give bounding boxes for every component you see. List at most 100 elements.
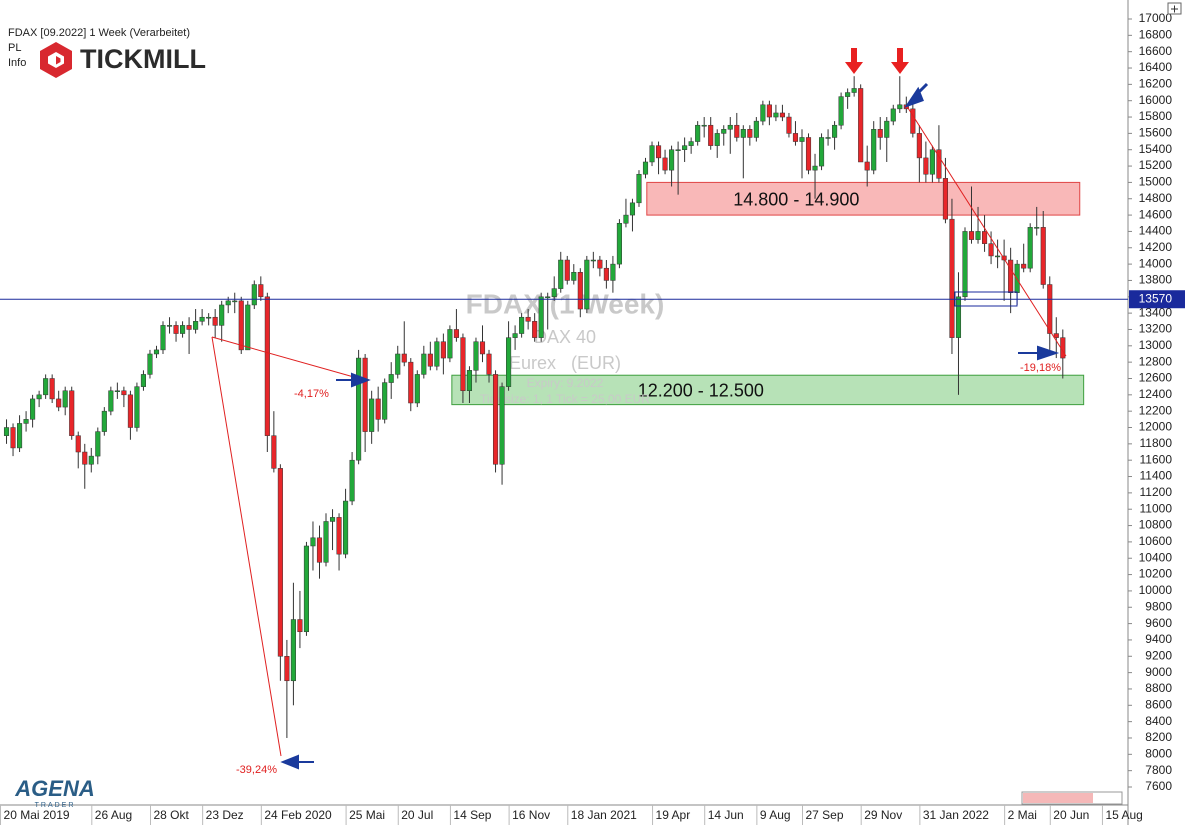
candle-body <box>812 165 818 171</box>
candle-body <box>316 537 323 563</box>
candle-body <box>258 284 264 298</box>
candle-body <box>153 349 160 355</box>
candle-body <box>414 374 420 404</box>
y-tick-label: 12000 <box>1139 420 1173 434</box>
x-tick-label: 14 Sep <box>453 808 491 822</box>
candle-body <box>949 218 955 338</box>
candle-body <box>362 357 368 432</box>
candle-body <box>786 116 792 134</box>
y-tick-label: 16800 <box>1139 28 1173 42</box>
candle-body <box>69 390 75 436</box>
candle-body <box>923 157 929 175</box>
y-tick-label: 12600 <box>1139 371 1173 385</box>
candle-body <box>564 259 570 281</box>
zone <box>646 181 1081 216</box>
candle-body <box>655 145 662 159</box>
y-tick-label: 7600 <box>1145 779 1172 793</box>
candle-body <box>147 353 153 375</box>
y-tick-label: 16400 <box>1139 60 1173 74</box>
candle-body <box>271 435 277 469</box>
candle-body <box>375 398 381 420</box>
y-tick-label: 11200 <box>1140 485 1173 499</box>
candle-body <box>1021 263 1027 269</box>
blue-arrow <box>1018 345 1060 361</box>
y-tick-label: 15000 <box>1139 175 1173 189</box>
candle-body <box>460 337 466 391</box>
candle-body <box>988 243 994 257</box>
candle-body <box>30 398 36 420</box>
y-tick-label: 13400 <box>1139 305 1173 319</box>
x-tick-label: 29 Nov <box>864 808 902 822</box>
candle-body <box>571 272 577 281</box>
watermark-line: Expiry: 9.2022 <box>527 376 604 390</box>
x-tick-label: 14 Jun <box>708 808 744 822</box>
y-tick-label: 10000 <box>1139 583 1173 597</box>
candle-body <box>277 468 283 657</box>
candle-body <box>225 300 231 306</box>
candle-body <box>434 341 440 367</box>
candle-body <box>284 656 290 682</box>
candle-body <box>486 353 492 375</box>
candle-body <box>343 500 349 555</box>
candle-body <box>682 145 688 150</box>
candle-body <box>792 133 799 142</box>
red-arrow <box>891 48 909 74</box>
candle-body <box>936 149 942 179</box>
menu-item[interactable]: Info <box>8 57 26 69</box>
y-tick-label: 9200 <box>1145 648 1172 662</box>
candle-body <box>577 272 583 310</box>
candle-body <box>56 398 62 408</box>
candle-body <box>740 129 746 138</box>
candle-body <box>492 374 499 465</box>
y-tick-label: 8200 <box>1145 730 1172 744</box>
candle-body <box>584 259 590 310</box>
candle-body <box>134 386 140 428</box>
candle-body <box>688 141 694 146</box>
scrollbar-thumb[interactable] <box>1023 793 1093 803</box>
candle-body <box>1008 259 1014 293</box>
candle-body <box>506 337 512 387</box>
candle-body <box>877 129 883 138</box>
candle-body <box>160 325 166 351</box>
candle-body <box>329 517 336 522</box>
annotations: -4,17% -39,24% -19,18% <box>211 48 1067 776</box>
x-tick-label: 19 Apr <box>656 808 691 822</box>
candle-body <box>264 296 270 436</box>
watermark-line: Eurex (EUR) <box>509 353 621 373</box>
candle-body <box>212 316 218 326</box>
footer-brand-sub: TRADER <box>35 802 76 809</box>
candle-body <box>1047 284 1053 334</box>
y-tick-label: 9800 <box>1145 599 1172 613</box>
candle-body <box>929 149 935 175</box>
x-tick-label: 15 Aug <box>1105 808 1142 822</box>
candle-body <box>166 325 173 327</box>
candle-body <box>910 108 916 134</box>
candle-body <box>845 92 851 97</box>
candle-body <box>95 431 101 457</box>
candle-body <box>199 316 205 322</box>
x-tick-label: 26 Aug <box>95 808 132 822</box>
candle-body <box>642 161 649 175</box>
candle-body <box>336 517 342 555</box>
candle-body <box>799 137 805 142</box>
menu-item[interactable]: PL <box>8 42 21 54</box>
y-tick-label: 9600 <box>1145 616 1172 630</box>
tickmill-logo: TICKMILL <box>40 42 206 78</box>
y-tick-label: 10800 <box>1139 518 1173 532</box>
x-tick-label: 28 Okt <box>153 808 189 822</box>
candle-body <box>499 386 505 465</box>
x-tick-label: 20 Mai 2019 <box>4 808 70 822</box>
candle-body <box>466 370 473 391</box>
y-tick-label: 14000 <box>1139 256 1173 270</box>
y-tick-label: 12400 <box>1139 387 1173 401</box>
candle-body <box>629 202 636 216</box>
candle-body <box>962 231 968 298</box>
annotation-label: -19,18% <box>1020 362 1061 374</box>
candle-body <box>232 300 238 303</box>
y-tick-label: 14400 <box>1139 224 1173 238</box>
candle-body <box>714 133 720 146</box>
candle-body <box>649 145 655 163</box>
y-tick-label: 8000 <box>1145 746 1172 760</box>
zone <box>451 374 1085 406</box>
